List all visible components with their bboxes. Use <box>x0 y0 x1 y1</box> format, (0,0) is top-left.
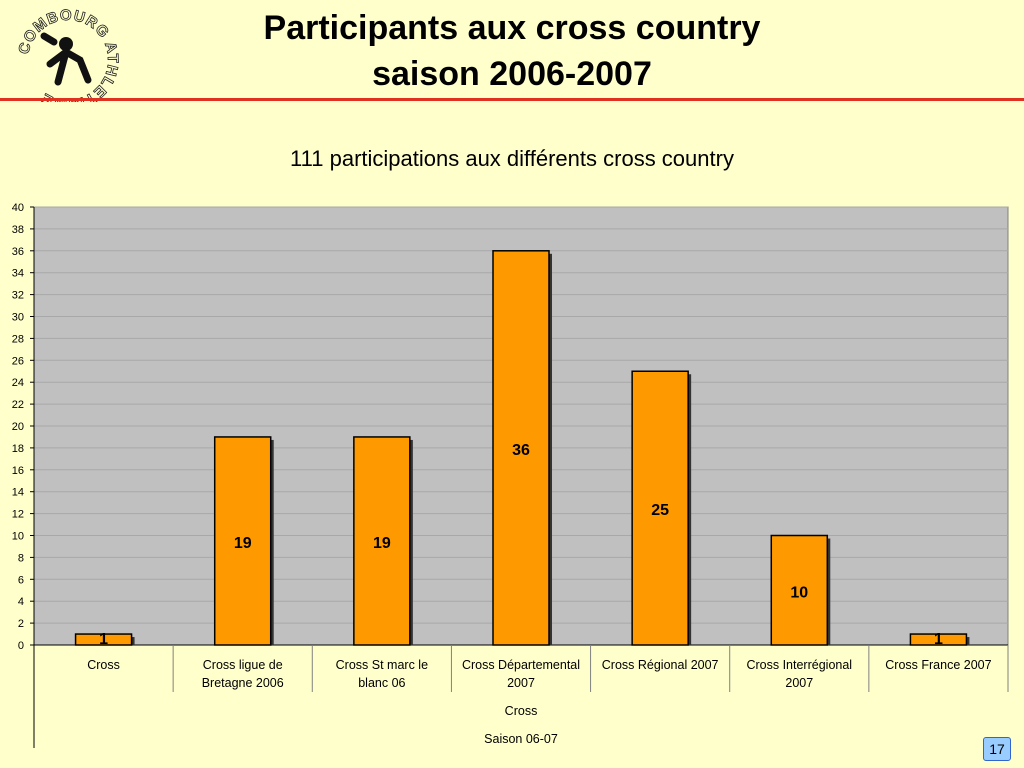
bar-value-label: 1 <box>934 631 943 648</box>
y-tick-label: 30 <box>12 312 24 324</box>
y-tick-label: 24 <box>12 377 24 389</box>
x-category-label: Cross <box>87 658 120 672</box>
y-tick-label: 28 <box>12 333 24 345</box>
y-tick-label: 36 <box>12 246 24 258</box>
club-logo: COMBOURG ATHLETISME <box>15 6 121 102</box>
bar-value-label: 1 <box>99 631 108 648</box>
x-category-label: Cross ligue de <box>203 658 283 672</box>
slide-title-line1: Participants aux cross country <box>263 9 761 47</box>
y-tick-label: 14 <box>12 487 24 499</box>
y-tick-label: 16 <box>12 465 24 477</box>
y-tick-label: 32 <box>12 290 24 302</box>
bar <box>74 633 133 646</box>
x-category-label: 2007 <box>785 676 813 690</box>
y-tick-label: 38 <box>12 224 24 236</box>
x-category-label: 2007 <box>507 676 535 690</box>
bar-value-label: 19 <box>234 535 252 552</box>
y-tick-label: 34 <box>12 268 24 280</box>
y-tick-label: 4 <box>18 596 24 608</box>
slide-title-line2: saison 2006-2007 <box>372 55 652 93</box>
x-category-label: Cross France 2007 <box>885 658 991 672</box>
bar <box>909 633 968 646</box>
x-category-label: Cross Interrégional <box>746 658 852 672</box>
bar <box>770 534 829 646</box>
y-tick-label: 10 <box>12 531 24 543</box>
bar <box>631 370 689 646</box>
chart-title: 111 participations aux différents cross … <box>290 146 734 171</box>
y-tick-label: 22 <box>12 399 24 411</box>
x-category-label: Cross St marc le <box>336 658 428 672</box>
y-tick-label: 18 <box>12 443 24 455</box>
y-tick-label: 6 <box>18 574 24 586</box>
bar <box>353 436 411 646</box>
y-tick-label: 0 <box>18 640 24 652</box>
y-tick-label: 40 <box>12 202 24 214</box>
x-category-label: Cross Départemental <box>462 658 580 672</box>
y-tick-label: 2 <box>18 618 24 630</box>
x-category-label: Cross Régional 2007 <box>602 658 719 672</box>
bar <box>213 436 272 646</box>
bar-value-label: 19 <box>373 535 391 552</box>
x-outer-group-label: Saison 06-07 <box>484 732 558 746</box>
title-divider <box>0 98 1024 101</box>
x-category-label: Bretagne 2006 <box>202 676 284 690</box>
bar-value-label: 10 <box>790 584 808 601</box>
x-category-label: blanc 06 <box>358 676 405 690</box>
bar-value-label: 25 <box>651 502 669 519</box>
y-tick-label: 12 <box>12 509 24 521</box>
y-tick-label: 26 <box>12 355 24 367</box>
y-tick-label: 20 <box>12 421 24 433</box>
x-group-label: Cross <box>505 704 538 718</box>
bar <box>492 250 550 646</box>
page-number-badge: 17 <box>983 737 1011 761</box>
y-tick-label: 8 <box>18 552 24 564</box>
bar-value-label: 36 <box>512 442 530 459</box>
